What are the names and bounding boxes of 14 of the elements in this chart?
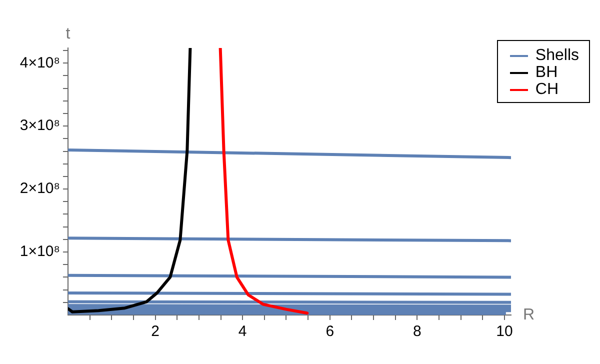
legend-label: Shells [535, 47, 579, 64]
y-tick-label: 3×10⁸ [20, 117, 60, 134]
x-tick-label: 6 [326, 323, 334, 340]
x-tick-label: 4 [238, 323, 247, 340]
y-tick-label: 1×10⁸ [20, 243, 60, 260]
x-axis-title: R [523, 306, 535, 324]
x-tick-label: 8 [412, 323, 422, 340]
y-axis-title: t [66, 25, 71, 42]
x-tick-label: 10 [496, 323, 513, 340]
y-tick-label: 4×10⁸ [20, 54, 60, 72]
legend-label: BH [535, 64, 558, 81]
y-tick-label: 2×10⁸ [20, 180, 60, 198]
legend-label: CH [535, 81, 559, 98]
x-tick-label: 2 [151, 323, 160, 340]
